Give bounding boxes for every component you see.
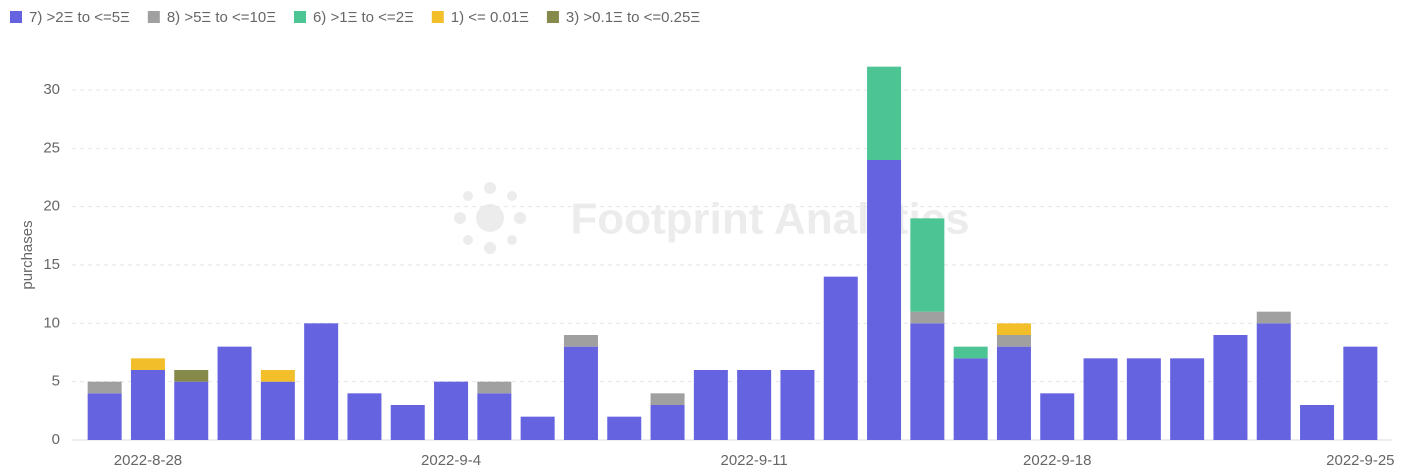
bar-segment xyxy=(477,393,512,440)
legend-swatch xyxy=(431,11,444,23)
bar-segment xyxy=(563,346,598,440)
legend-swatch xyxy=(147,11,160,23)
legend-swatch xyxy=(546,11,559,23)
y-axis-label: purchases xyxy=(19,220,36,289)
bar-segment xyxy=(910,218,945,312)
bar-segment xyxy=(910,311,945,324)
bar-segment xyxy=(1213,335,1248,440)
bar-segment xyxy=(563,335,598,347)
bar-segment xyxy=(737,370,772,440)
bar-segment xyxy=(260,370,295,382)
bar-segment xyxy=(347,393,382,440)
bar-segment xyxy=(174,370,209,382)
y-tick-label: 25 xyxy=(43,139,60,156)
legend-label: 6) >1Ξ to <=2Ξ xyxy=(313,9,414,26)
y-tick-label: 20 xyxy=(43,198,60,215)
bar-segment xyxy=(1343,346,1378,440)
bar-segment xyxy=(1256,323,1291,440)
bar-segment xyxy=(996,323,1031,335)
legend-label: 3) >0.1Ξ to <=0.25Ξ xyxy=(566,9,700,26)
bar-segment xyxy=(953,346,988,359)
bar-segment xyxy=(1083,358,1118,440)
x-tick-label: 2022-8-28 xyxy=(114,452,182,469)
x-tick-label: 2022-9-18 xyxy=(1023,452,1091,469)
bar-segment xyxy=(1040,393,1075,440)
bar-segment xyxy=(260,381,295,440)
y-tick-label: 10 xyxy=(43,314,60,331)
bar-segment xyxy=(1256,311,1291,324)
y-tick-label: 0 xyxy=(52,431,60,448)
bar-segment xyxy=(996,346,1031,440)
bar-segment xyxy=(867,160,902,440)
x-tick-label: 2022-9-25 xyxy=(1326,452,1394,469)
watermark-logo xyxy=(454,182,526,254)
bar-segment xyxy=(996,335,1031,347)
bar-segment xyxy=(953,358,988,440)
bar-segment xyxy=(304,323,339,440)
bar-segment xyxy=(217,346,252,440)
x-tick-label: 2022-9-4 xyxy=(421,452,481,469)
bar-segment xyxy=(1126,358,1161,440)
bar-segment xyxy=(910,323,945,440)
bar-segment xyxy=(607,416,642,440)
bar-segment xyxy=(87,381,122,394)
bar-segment xyxy=(867,66,902,160)
legend-swatch xyxy=(293,11,306,23)
bar-segment xyxy=(434,381,469,440)
bar-segment xyxy=(87,393,122,440)
bar-segment xyxy=(1170,358,1205,440)
bar-segment xyxy=(823,276,858,440)
bar-segment xyxy=(390,405,425,440)
bar-segment xyxy=(650,393,685,405)
bar-segment xyxy=(780,370,815,440)
x-tick-label: 2022-9-11 xyxy=(721,452,788,469)
bar-segment xyxy=(1300,405,1335,440)
legend-label: 1) <= 0.01Ξ xyxy=(451,9,529,26)
legend-label: 8) >5Ξ to <=10Ξ xyxy=(167,9,276,26)
bar-segment xyxy=(520,416,555,440)
y-tick-label: 30 xyxy=(43,81,60,98)
y-tick-label: 5 xyxy=(52,373,60,390)
bar-segment xyxy=(650,405,685,440)
y-tick-label: 15 xyxy=(43,256,60,273)
bar-segment xyxy=(174,381,209,440)
legend-swatch xyxy=(10,11,22,23)
bar-segment xyxy=(130,358,165,370)
legend-label: 7) >2Ξ to <=5Ξ xyxy=(29,9,130,26)
watermark: Footprint Analytics xyxy=(570,195,969,244)
bar-segment xyxy=(693,370,728,440)
bar-segment xyxy=(477,381,512,394)
bar-segment xyxy=(130,370,165,440)
